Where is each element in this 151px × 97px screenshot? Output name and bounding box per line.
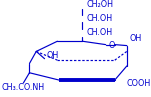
Text: CH₂OH: CH₂OH [87,0,114,9]
Text: CH₃.CO.NH: CH₃.CO.NH [2,83,45,92]
Text: COOH: COOH [127,79,151,88]
Text: CH.OH: CH.OH [87,29,113,37]
Text: OH: OH [129,34,141,43]
Text: CH.OH: CH.OH [87,14,113,23]
Text: O: O [109,41,115,50]
Text: OH: OH [46,51,58,60]
